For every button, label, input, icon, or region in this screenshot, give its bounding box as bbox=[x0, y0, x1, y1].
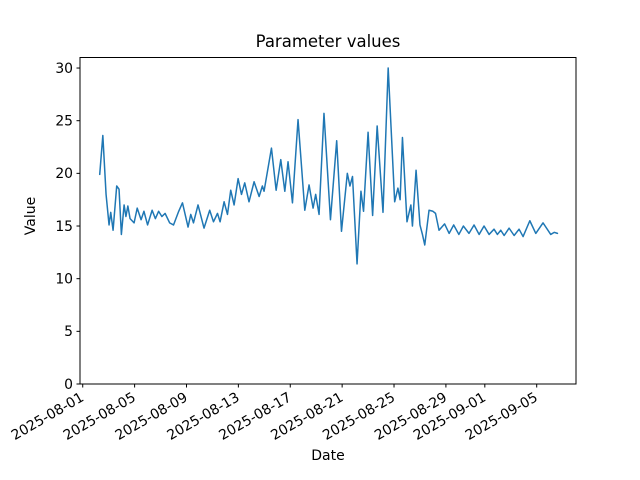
chart-title: Parameter values bbox=[255, 32, 401, 51]
y-axis-label: Value bbox=[23, 196, 39, 236]
y-tick-label: 20 bbox=[55, 166, 73, 182]
data-series-line bbox=[98, 67, 559, 265]
y-tick-label: 25 bbox=[55, 113, 73, 129]
y-tick-label: 30 bbox=[55, 61, 73, 77]
y-tick-label: 5 bbox=[64, 324, 73, 340]
x-axis-label: Date bbox=[311, 448, 345, 464]
y-tick-label: 0 bbox=[64, 377, 73, 393]
y-tick-label: 15 bbox=[55, 219, 73, 235]
y-tick-label: 10 bbox=[55, 271, 73, 287]
axes-spines bbox=[79, 57, 577, 385]
